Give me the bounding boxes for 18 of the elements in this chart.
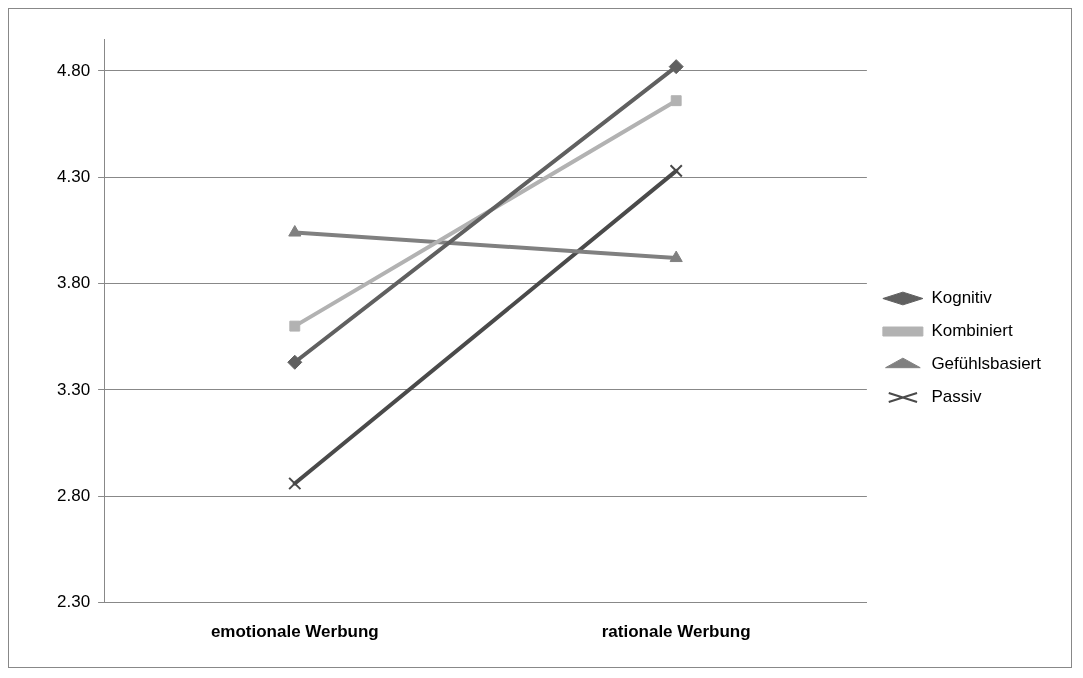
point <box>289 320 301 332</box>
y-tick-label: 3.30 <box>56 379 91 399</box>
x-tick-label: rationale Werbung <box>601 622 751 642</box>
y-tick-label: 2.30 <box>56 592 91 612</box>
y-tick-label: 4.30 <box>56 166 91 186</box>
point <box>669 164 683 178</box>
legend-label: Gefühlsbasiert <box>931 354 1042 374</box>
point <box>287 354 303 370</box>
y-tick-label: 4.80 <box>56 60 91 80</box>
y-tick-label: 3.80 <box>56 273 91 293</box>
y-tick-label: 2.80 <box>56 485 91 505</box>
point <box>670 95 682 107</box>
point <box>668 59 684 75</box>
point <box>288 476 302 491</box>
legend-label: Kombiniert <box>931 321 1013 341</box>
x-tick-label: emotionale Werbung <box>210 622 379 642</box>
legend-label: Kognitiv <box>931 288 993 308</box>
legend-label: Passiv <box>931 387 982 407</box>
